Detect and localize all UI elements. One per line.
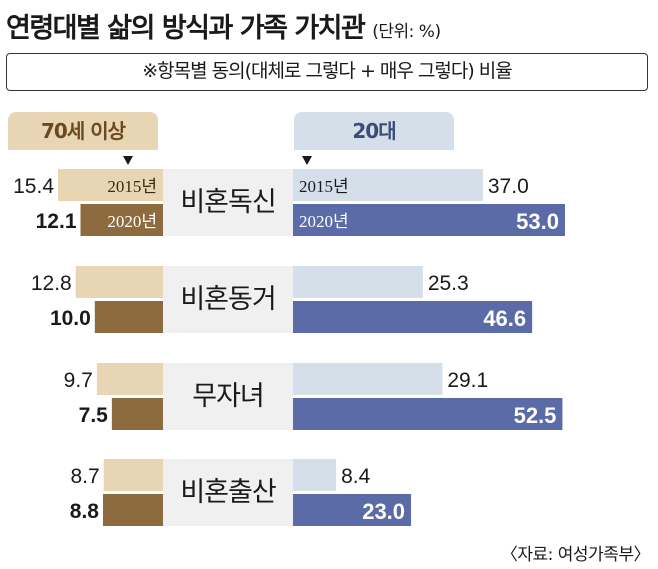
bar-70plus-2020 bbox=[111, 398, 163, 430]
bar-70plus-2015 bbox=[75, 266, 163, 298]
bar-20s-2020 bbox=[293, 494, 412, 526]
category-label-bg bbox=[163, 169, 293, 236]
chart-title: 연령대별 삶의 방식과 가족 가치관 (단위: %) bbox=[6, 6, 441, 45]
value-label-70plus-2020: 12.1 bbox=[36, 210, 77, 233]
bar-70plus-2015 bbox=[58, 169, 163, 201]
value-label-20s-2015: 29.1 bbox=[447, 369, 488, 392]
value-label-20s-2015: 37.0 bbox=[488, 175, 529, 198]
year-label-70plus-2020: 2020년 bbox=[107, 212, 157, 231]
value-label-20s-2015: 8.4 bbox=[341, 465, 371, 488]
group-label-70-plus: 70세 이상 bbox=[8, 112, 158, 150]
bar-70plus-2015 bbox=[96, 363, 163, 395]
pointer-arrow-left bbox=[123, 156, 133, 165]
bar-70plus-2015 bbox=[103, 459, 163, 491]
value-label-70plus-2020: 8.8 bbox=[70, 500, 100, 523]
category-label-bg bbox=[163, 363, 293, 430]
value-label-70plus-2015: 15.4 bbox=[13, 175, 54, 198]
bar-70plus-2020 bbox=[80, 204, 163, 236]
value-label-20s-2020: 23.0 bbox=[362, 499, 405, 524]
bar-70plus-2020 bbox=[103, 494, 163, 526]
bar-20s-2020 bbox=[293, 398, 563, 430]
unit-label: (단위: %) bbox=[372, 22, 441, 42]
category-label: 무자녀 bbox=[192, 381, 264, 412]
pointer-arrow-right bbox=[302, 156, 312, 165]
value-label-70plus-2020: 7.5 bbox=[79, 404, 109, 427]
bar-20s-2015 bbox=[293, 266, 423, 298]
value-label-20s-2020: 52.5 bbox=[514, 403, 557, 428]
group-label-20s: 20대 bbox=[294, 112, 454, 150]
year-label-20s-2015: 2015년 bbox=[299, 177, 349, 196]
value-label-70plus-2020: 10.0 bbox=[50, 307, 91, 330]
year-label-20s-2020: 2020년 bbox=[299, 212, 349, 231]
bar-20s-2015 bbox=[293, 459, 337, 491]
category-label: 비혼독신 bbox=[180, 187, 275, 218]
value-label-70plus-2015: 9.7 bbox=[64, 369, 93, 392]
value-label-70plus-2015: 8.7 bbox=[70, 465, 99, 488]
bar-20s-2015 bbox=[293, 169, 483, 201]
category-label: 비혼동거 bbox=[180, 284, 275, 315]
category-label-bg bbox=[163, 266, 293, 333]
bar-20s-2020 bbox=[293, 204, 565, 236]
bar-70plus-2020 bbox=[94, 301, 163, 333]
value-label-20s-2020: 53.0 bbox=[516, 209, 559, 234]
bar-20s-2020 bbox=[293, 301, 533, 333]
value-label-70plus-2015: 12.8 bbox=[31, 272, 72, 295]
bar-20s-2015 bbox=[293, 363, 443, 395]
title-text: 연령대별 삶의 방식과 가족 가치관 bbox=[6, 13, 366, 44]
value-label-20s-2020: 46.6 bbox=[483, 306, 526, 331]
category-label-bg bbox=[163, 459, 293, 526]
year-label-70plus-2015: 2015년 bbox=[107, 177, 157, 196]
source-label: 〈자료: 여성가족부〉 bbox=[500, 545, 651, 565]
value-label-20s-2015: 25.3 bbox=[428, 272, 469, 295]
category-label: 비혼출산 bbox=[180, 477, 276, 508]
note-box: ※항목별 동의(대체로 그렇다 + 매우 그렇다) 비율 bbox=[6, 53, 648, 91]
